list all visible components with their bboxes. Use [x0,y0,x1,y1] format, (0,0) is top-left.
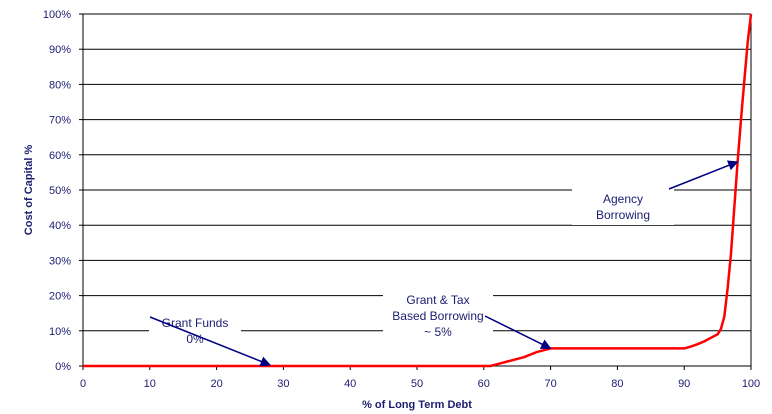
annotations: Grant Funds 0% Grant & Tax Based Borrowing ~… [149,160,739,367]
x-tick-label: 80 [611,378,623,390]
y-tick-labels: 0% 10% 20% 30% 40% 50% 60% 70% 80% 90% 100% [43,9,83,373]
y-tick-label: 0% [55,361,71,373]
y-tick-label: 60% [49,150,71,162]
annotation-text: Grant & Tax [406,293,469,307]
annotation-text: Based Borrowing [392,309,483,323]
series-line [83,13,753,368]
annotation: Agency Borrowing [572,160,739,225]
x-tick-label: 30 [277,378,289,390]
y-tick-label: 90% [49,44,71,56]
annotation-arrow [668,160,739,190]
y-tick-label: 40% [49,220,71,232]
y-tick-label: 30% [49,255,71,267]
y-tick-label: 100% [43,9,71,21]
x-tick-label: 100 [742,378,760,390]
series [83,13,753,368]
x-tick-label: 40 [344,378,356,390]
annotation-text: Agency [603,192,643,206]
gridlines [82,13,752,367]
x-tick-label: 90 [678,378,690,390]
annotation-text: 0% [186,332,204,346]
annotation-text: Borrowing [596,208,650,222]
y-tick-label: 50% [49,185,71,197]
annotation: Grant Funds 0% [149,313,272,367]
annotation-text: ~ 5% [424,325,452,339]
annotation-background [572,189,674,225]
annotation-background [383,290,493,342]
y-axis-title: Cost of Capital % [23,145,35,236]
x-tick-label: 50 [411,378,423,390]
y-tick-label: 80% [49,79,71,91]
x-tick-label: 0 [80,378,86,390]
x-tick-label: 60 [478,378,490,390]
x-tick-label: 20 [210,378,222,390]
annotation-arrow [149,316,272,367]
annotation: Grant & Tax Based Borrowing ~ 5% [383,290,552,350]
y-tick-label: 10% [49,326,71,338]
annotation-background [149,313,241,349]
x-tick-label: 70 [544,378,556,390]
x-tick-label: 10 [144,378,156,390]
x-axis-title: % of Long Term Debt [362,399,472,411]
y-tick-label: 70% [49,115,71,127]
annotation-arrow [484,315,552,350]
y-tick-label: 20% [49,291,71,303]
annotation-text: Grant Funds [162,316,229,330]
x-tick-labels: 0 10 20 30 40 50 60 70 80 90 100 [80,366,760,390]
